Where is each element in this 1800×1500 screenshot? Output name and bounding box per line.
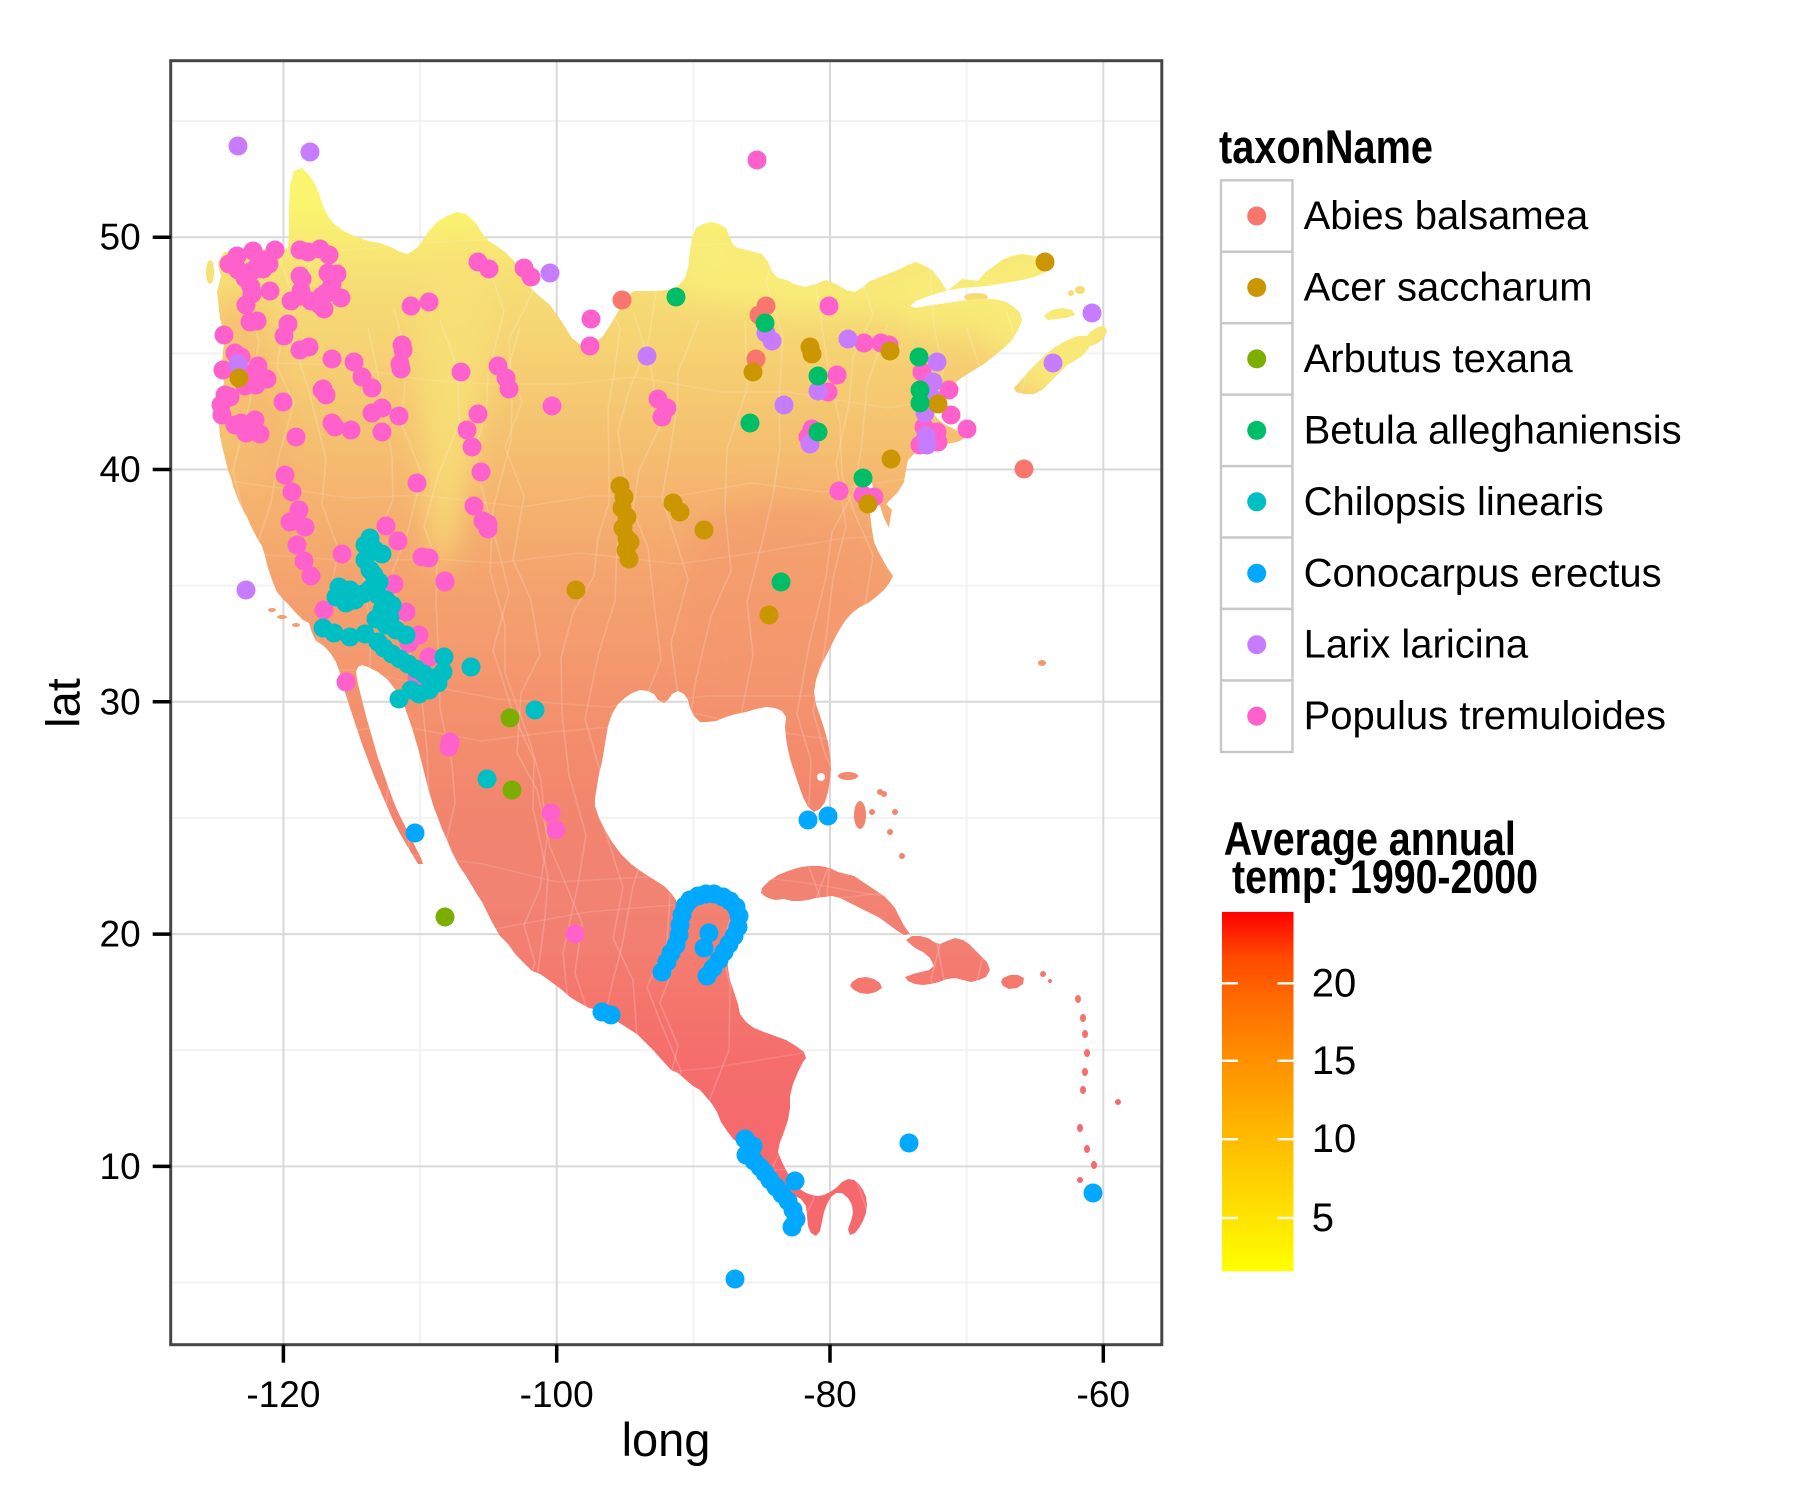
svg-text:Chilopsis linearis: Chilopsis linearis — [1304, 480, 1604, 524]
svg-text:30: 30 — [100, 681, 141, 722]
svg-text:15: 15 — [1312, 1039, 1357, 1083]
svg-text:10: 10 — [100, 1146, 141, 1187]
svg-text:Arbutus texana: Arbutus texana — [1304, 337, 1574, 381]
svg-text:-80: -80 — [803, 1374, 856, 1415]
svg-text:lat: lat — [37, 678, 90, 728]
svg-text:50: 50 — [100, 217, 141, 258]
svg-text:20: 20 — [1312, 961, 1357, 1005]
svg-text:Average annual: Average annual — [1224, 812, 1516, 865]
svg-text:Betula alleghaniensis: Betula alleghaniensis — [1304, 408, 1682, 452]
svg-text:Populus tremuloides: Populus tremuloides — [1304, 694, 1666, 738]
svg-text:Acer saccharum: Acer saccharum — [1304, 266, 1593, 310]
svg-text:Larix laricina: Larix laricina — [1304, 623, 1529, 667]
svg-text:temp: 1990-2000: temp: 1990-2000 — [1232, 850, 1538, 903]
svg-text:-60: -60 — [1077, 1374, 1130, 1415]
svg-text:5: 5 — [1312, 1196, 1334, 1240]
svg-text:long: long — [622, 1413, 711, 1466]
svg-text:-120: -120 — [246, 1374, 320, 1415]
svg-text:Abies balsamea: Abies balsamea — [1304, 194, 1589, 238]
svg-text:-100: -100 — [520, 1374, 594, 1415]
svg-text:20: 20 — [100, 914, 141, 955]
svg-text:40: 40 — [100, 449, 141, 490]
svg-text:taxonName: taxonName — [1219, 120, 1433, 173]
svg-text:Conocarpus erectus: Conocarpus erectus — [1304, 551, 1662, 595]
svg-text:10: 10 — [1312, 1117, 1357, 1161]
